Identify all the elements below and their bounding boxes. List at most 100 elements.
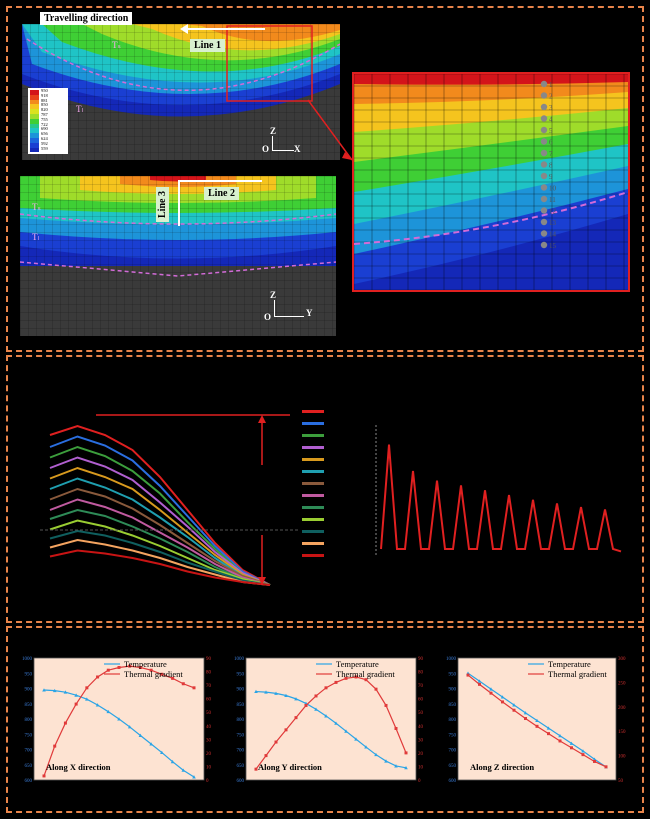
legend-value: 624 (41, 135, 48, 141)
y-left-tick-label: 750 (237, 733, 245, 738)
zoom-point (540, 195, 548, 203)
zoom-point (540, 161, 548, 168)
legend-value: 950 (41, 88, 48, 93)
gradient-marker (106, 668, 110, 672)
gradient-marker (524, 717, 527, 721)
zoom-point (540, 126, 548, 134)
gradient-marker (314, 694, 318, 698)
zoom-point-label: 9 (549, 173, 553, 181)
y-right-tick-label: 60 (418, 698, 424, 703)
travel-arrow-head-icon (180, 24, 188, 34)
y-right-tick-label: 90 (418, 657, 424, 662)
gradient-marker (85, 686, 89, 690)
gradient-marker (466, 673, 470, 677)
legend-swatch (30, 99, 39, 105)
chart-b1-series-line (49, 435, 271, 586)
chart-b1-arrowhead (258, 415, 266, 423)
chart-b1-series-line (49, 456, 271, 586)
temperature-marker (106, 709, 111, 714)
y-right-tick-label: 200 (618, 706, 626, 711)
y-right-tick-label: 10 (206, 765, 212, 770)
temperature-marker (569, 741, 574, 745)
zoom-point-label: 2 (549, 93, 553, 101)
legend-swatch (30, 113, 39, 119)
zoom-point-label: 7 (549, 150, 553, 158)
zoom-view: 1 2 3 4 5 6 7 8 9 10 11 12 13 14 15 (352, 72, 630, 292)
y-left-tick-label: 900 (237, 688, 245, 693)
temperature-marker (314, 707, 318, 711)
y-right-tick-label: 20 (206, 752, 212, 757)
temperature-marker (264, 690, 268, 694)
axis-o-label: O (262, 144, 270, 154)
temperature-marker (374, 752, 378, 757)
chart-x-direction: 1000 950 900 850 800 750 700 650 600 90 80 70 60 50 40… (22, 657, 212, 784)
gradient-marker (570, 746, 573, 750)
legend-label: Temperature (124, 659, 167, 669)
legend-b-swatch (302, 482, 324, 485)
gradient-marker (304, 703, 308, 707)
legend-value: 918 (41, 92, 48, 98)
y-right-tick-label: 10 (418, 765, 424, 770)
temperature-marker (254, 689, 258, 694)
gradient-marker (149, 668, 153, 672)
direction-annotation: Along X direction (46, 762, 111, 772)
legend-label: Thermal gradient (336, 669, 395, 679)
gradient-marker (404, 751, 408, 755)
legend-b-swatch (302, 506, 324, 509)
ts-label-yz: Tₛ (32, 202, 41, 212)
zoom-point (540, 92, 548, 99)
temperature-marker (294, 697, 298, 701)
gradient-marker (264, 754, 268, 758)
zoom-point-label: 6 (549, 139, 553, 147)
legend-value: 850 (41, 102, 48, 108)
zoom-point (540, 149, 548, 157)
temperature-marker (95, 703, 100, 707)
axis-z-line (272, 136, 273, 150)
gradient-marker (96, 675, 100, 679)
zoom-point (540, 218, 548, 226)
legend-swatch (30, 128, 39, 134)
y-left-tick-label: 1000 (234, 657, 245, 662)
zoom-point-label: 11 (549, 196, 556, 204)
temperature-marker (138, 733, 143, 737)
series-line (255, 676, 407, 770)
y-left-tick-label: 650 (449, 764, 457, 769)
legend-swatch (30, 147, 39, 153)
legend-swatch (30, 109, 39, 114)
legend-b-swatch (302, 554, 324, 557)
legend-value: 656 (41, 131, 48, 137)
y-left-tick-label: 850 (25, 703, 33, 708)
y-left-tick-label: 1000 (446, 657, 457, 662)
gradient-marker (181, 682, 185, 686)
gradient-marker (128, 664, 132, 668)
line2-arrow-icon (178, 180, 262, 182)
zoom-grid (354, 74, 628, 290)
y-right-tick-label: 80 (206, 671, 212, 676)
temperature-marker (546, 726, 551, 730)
legend-value: 881 (41, 97, 48, 103)
legend-label: Thermal gradient (548, 669, 607, 679)
chart-b1-series-line (49, 487, 271, 586)
tl-label-yz: Tₗ (32, 232, 39, 242)
axis-z2-line (274, 300, 275, 316)
y-left-tick-label: 600 (237, 779, 245, 784)
y-left-tick-label: 950 (237, 672, 245, 677)
temperature-marker (192, 775, 196, 779)
y-right-tick-label: 80 (418, 671, 424, 676)
zoom-point-label: 1 (549, 81, 553, 89)
legend-b-swatch (302, 458, 324, 461)
gradient-marker (478, 682, 481, 686)
zoom-point-label: 10 (549, 185, 557, 193)
direction-annotation: Along Y direction (258, 762, 322, 772)
axis-y-label: Y (306, 308, 313, 318)
axes-yz: Z O Y (264, 290, 314, 322)
legend-value: 755 (41, 116, 48, 122)
temperature-marker (42, 688, 46, 692)
temperature-marker (394, 764, 398, 768)
temperature-marker (52, 688, 57, 693)
series-line (255, 690, 407, 769)
chart-b1-series-line (49, 529, 271, 586)
legend-b-swatch (302, 422, 324, 425)
direction-annotation: Along Z direction (470, 762, 534, 772)
